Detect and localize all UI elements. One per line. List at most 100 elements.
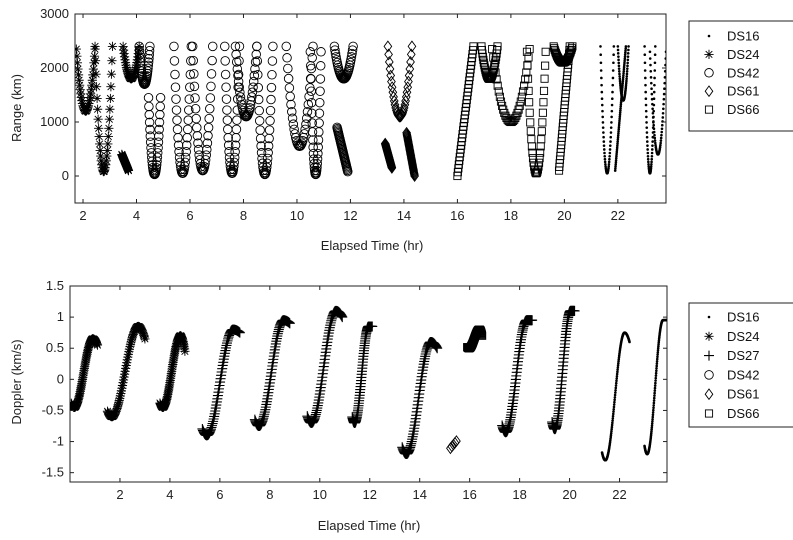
range-point-ds42 xyxy=(314,108,325,119)
range-point-ds61 xyxy=(409,163,418,176)
range-point-ds42 xyxy=(146,143,156,153)
doppler-point-ds16 xyxy=(650,428,653,431)
range-point-ds16 xyxy=(622,69,626,73)
range-point-ds42 xyxy=(187,41,198,52)
range-point-ds42 xyxy=(312,154,323,164)
range-pass-ds16 xyxy=(648,50,666,156)
range-point-ds16 xyxy=(664,50,666,54)
range-point-ds16 xyxy=(602,140,606,143)
range-x-tick-label: 18 xyxy=(504,208,518,223)
doppler-point-ds16 xyxy=(653,384,657,387)
range-point-ds16 xyxy=(653,136,657,140)
doppler-point-ds16 xyxy=(611,419,614,422)
range-point-ds24 xyxy=(93,114,103,124)
doppler-pass-ds24 xyxy=(155,331,190,412)
doppler-point-ds16 xyxy=(612,403,616,406)
doppler-y-label: Doppler (km/s) xyxy=(9,339,24,424)
range-point-ds42 xyxy=(223,132,233,143)
range-point-ds42 xyxy=(248,76,259,87)
doppler-point-ds24 xyxy=(120,366,130,376)
range-point-ds42 xyxy=(171,94,181,104)
range-point-ds16 xyxy=(644,76,647,80)
range-point-ds61 xyxy=(400,98,410,111)
range-point-ds61 xyxy=(405,63,415,75)
range-point-ds42 xyxy=(142,66,153,76)
range-point-ds66 xyxy=(522,47,531,56)
range-point-ds42 xyxy=(347,48,357,59)
doppler-point-ds16 xyxy=(614,386,618,390)
range-point-ds42 xyxy=(286,99,296,110)
range-point-ds24 xyxy=(130,65,141,75)
range-point-ds42 xyxy=(234,82,244,92)
range-point-ds42 xyxy=(316,47,326,57)
range-point-ds16 xyxy=(600,76,603,80)
range-point-ds24 xyxy=(102,151,112,161)
range-point-ds24 xyxy=(123,70,133,80)
range-point-ds16 xyxy=(618,81,622,85)
range-point-ds42 xyxy=(265,116,275,126)
range-point-ds24 xyxy=(75,58,83,68)
doppler-point-ds16 xyxy=(655,359,659,363)
range-pass-ds42 xyxy=(220,41,245,179)
range-point-ds24 xyxy=(75,64,83,74)
doppler-point-ds16 xyxy=(650,430,653,433)
range-point-ds16 xyxy=(625,72,629,76)
range-point-ds24 xyxy=(93,104,103,114)
range-point-ds16 xyxy=(618,79,622,83)
range-point-ds16 xyxy=(602,131,605,134)
range-point-ds24 xyxy=(96,156,106,166)
range-point-ds16 xyxy=(611,90,614,94)
range-point-ds24 xyxy=(100,163,110,173)
range-x-tick-label: 16 xyxy=(450,208,464,223)
range-point-ds16 xyxy=(602,135,605,139)
range-point-ds16 xyxy=(654,141,657,145)
range-point-ds42 xyxy=(232,64,243,74)
doppler-point-ds16 xyxy=(615,374,619,378)
doppler-legend: DS16 DS24 DS27 DS42 DS61 DS66 xyxy=(688,302,793,428)
range-point-ds42 xyxy=(154,117,165,128)
doppler-point-ds24 xyxy=(125,339,136,349)
range-point-ds16 xyxy=(654,143,657,147)
range-point-ds16 xyxy=(611,76,615,80)
range-point-ds42 xyxy=(247,92,257,102)
range-marks xyxy=(75,40,666,182)
range-point-ds16 xyxy=(618,117,621,121)
range-legend: DS16 DS24 DS42 DS61 DS66 xyxy=(688,20,793,132)
range-point-ds16 xyxy=(624,83,628,87)
range-point-ds42 xyxy=(196,164,207,174)
range-point-ds66 xyxy=(493,81,502,90)
range-pass-ds66 xyxy=(554,42,574,175)
range-point-ds16 xyxy=(652,97,656,101)
range-point-ds42 xyxy=(172,115,182,125)
range-point-ds42 xyxy=(247,87,258,98)
range-point-ds66 xyxy=(537,127,546,136)
doppler-point-ds16 xyxy=(656,346,660,350)
range-point-ds42 xyxy=(223,140,234,150)
doppler-pass-ds27 xyxy=(249,315,295,431)
range-point-ds66 xyxy=(566,49,575,58)
range-point-ds42 xyxy=(285,91,295,102)
doppler-x-label: Elapsed Time (hr) xyxy=(318,518,421,533)
range-pass-ds66 xyxy=(488,45,534,127)
doppler-legend-marker-ds42 xyxy=(704,370,714,380)
range-point-ds16 xyxy=(660,127,664,131)
range-point-ds16 xyxy=(645,140,649,143)
range-point-ds24 xyxy=(107,41,118,51)
range-point-ds42 xyxy=(189,69,199,79)
range-point-ds42 xyxy=(254,105,264,116)
range-point-ds42 xyxy=(224,147,234,157)
range-point-ds16 xyxy=(616,144,619,148)
range-point-ds16 xyxy=(618,111,622,114)
range-point-ds16 xyxy=(624,47,628,50)
doppler-point-ds24 xyxy=(116,386,126,396)
range-point-ds16 xyxy=(659,141,662,145)
range-point-ds16 xyxy=(624,51,627,54)
range-point-ds66 xyxy=(518,87,528,96)
doppler-y-ticks: -1.5 -1 -0.5 0 0.5 1 1.5 xyxy=(42,278,667,480)
doppler-point-ds24 xyxy=(128,331,138,341)
range-point-ds16 xyxy=(617,125,621,129)
doppler-point-ds16 xyxy=(655,357,659,361)
range-point-ds42 xyxy=(236,96,246,106)
range-point-ds42 xyxy=(145,124,155,135)
range-point-ds66 xyxy=(528,154,538,163)
